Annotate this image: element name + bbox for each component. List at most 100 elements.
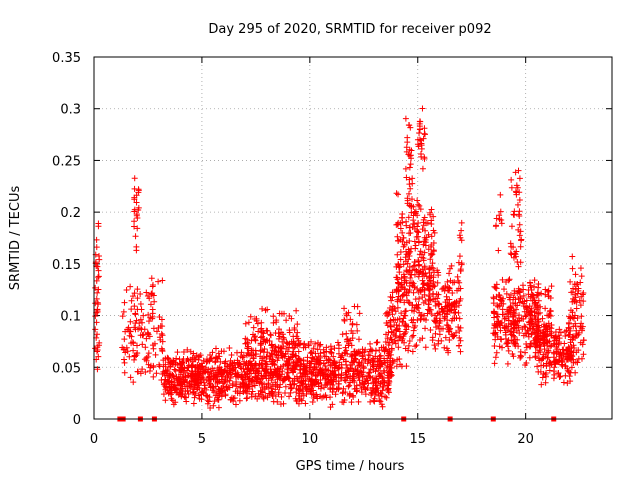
data-point: [158, 330, 165, 337]
data-point: [383, 320, 390, 327]
data-point: [422, 227, 429, 234]
data-point: [456, 315, 463, 322]
data-point: [413, 233, 420, 240]
data-point: [383, 394, 390, 401]
data-point: [350, 367, 357, 374]
data-point: [362, 385, 369, 392]
data-point: [310, 387, 317, 394]
data-point: [330, 353, 337, 360]
data-point: [376, 347, 383, 354]
data-point: [132, 320, 139, 327]
data-point: [274, 357, 281, 364]
data-point: [527, 282, 534, 289]
data-point: [238, 373, 245, 380]
data-point: [449, 332, 456, 339]
data-point: [377, 389, 384, 396]
data-point: [491, 360, 498, 367]
data-point: [150, 373, 157, 380]
data-point: [259, 389, 266, 396]
data-point: [384, 374, 391, 381]
data-point: [430, 213, 437, 220]
data-point: [194, 382, 201, 389]
data-point: [417, 248, 424, 255]
data-point: [420, 216, 427, 223]
data-point: [365, 351, 372, 358]
data-point: [171, 366, 178, 373]
data-point: [252, 361, 259, 368]
data-point: [95, 273, 102, 280]
data-point: [237, 353, 244, 360]
data-point: [316, 342, 323, 349]
data-point: [184, 356, 191, 363]
data-point: [408, 147, 415, 154]
data-point: [515, 263, 522, 270]
data-point: [496, 212, 503, 219]
data-point: [120, 346, 127, 353]
data-point: [214, 380, 221, 387]
data-point: [422, 344, 429, 351]
data-point: [392, 308, 399, 315]
data-point: [539, 329, 546, 336]
data-point: [412, 245, 419, 252]
data-point: [94, 331, 101, 338]
data-point: [333, 374, 340, 381]
data-point: [313, 379, 320, 386]
data-point: [562, 353, 569, 360]
data-point: [164, 367, 171, 374]
data-point: [309, 377, 316, 384]
data-point: [393, 321, 400, 328]
data-point: [394, 316, 401, 323]
data-point: [415, 201, 422, 208]
y-axis-label: SRMTID / TECUs: [8, 186, 23, 291]
data-point: [527, 340, 534, 347]
data-point: [570, 323, 577, 330]
data-point: [419, 277, 426, 284]
data-point: [528, 305, 535, 312]
data-point: [407, 152, 414, 159]
data-point: [367, 366, 374, 373]
data-point: [387, 293, 394, 300]
data-point: [430, 278, 437, 285]
data-point: [542, 291, 549, 298]
data-point: [203, 386, 210, 393]
data-point: [199, 363, 206, 370]
data-point: [383, 331, 390, 338]
data-point: [428, 220, 435, 227]
data-point: [282, 351, 289, 358]
data-point: [266, 355, 273, 362]
data-point: [398, 310, 405, 317]
data-point: [350, 373, 357, 380]
data-point: [444, 278, 451, 285]
data-point: [179, 358, 186, 365]
data-point: [298, 390, 305, 397]
data-point: [566, 373, 573, 380]
data-point: [507, 296, 514, 303]
data-point: [510, 353, 517, 360]
data-point: [191, 394, 198, 401]
data-point: [393, 190, 400, 197]
data-point: [555, 370, 562, 377]
data-point: [374, 339, 381, 346]
data-point: [384, 386, 391, 393]
data-point: [453, 300, 460, 307]
data-point: [294, 335, 301, 342]
data-point: [532, 341, 539, 348]
data-point: [325, 356, 332, 363]
data-point: [516, 221, 523, 228]
data-point: [578, 313, 585, 320]
data-point: [436, 331, 443, 338]
data-point: [497, 336, 504, 343]
data-point: [415, 273, 422, 280]
data-point: [151, 298, 158, 305]
data-point: [198, 379, 205, 386]
data-point: [386, 348, 393, 355]
data-point: [182, 374, 189, 381]
data-point: [335, 378, 342, 385]
data-point: [573, 281, 580, 288]
data-point: [397, 284, 404, 291]
data-point: [250, 352, 257, 359]
data-point: [511, 333, 518, 340]
data-point: [273, 351, 280, 358]
data-point: [516, 299, 523, 306]
data-point: [93, 319, 100, 326]
